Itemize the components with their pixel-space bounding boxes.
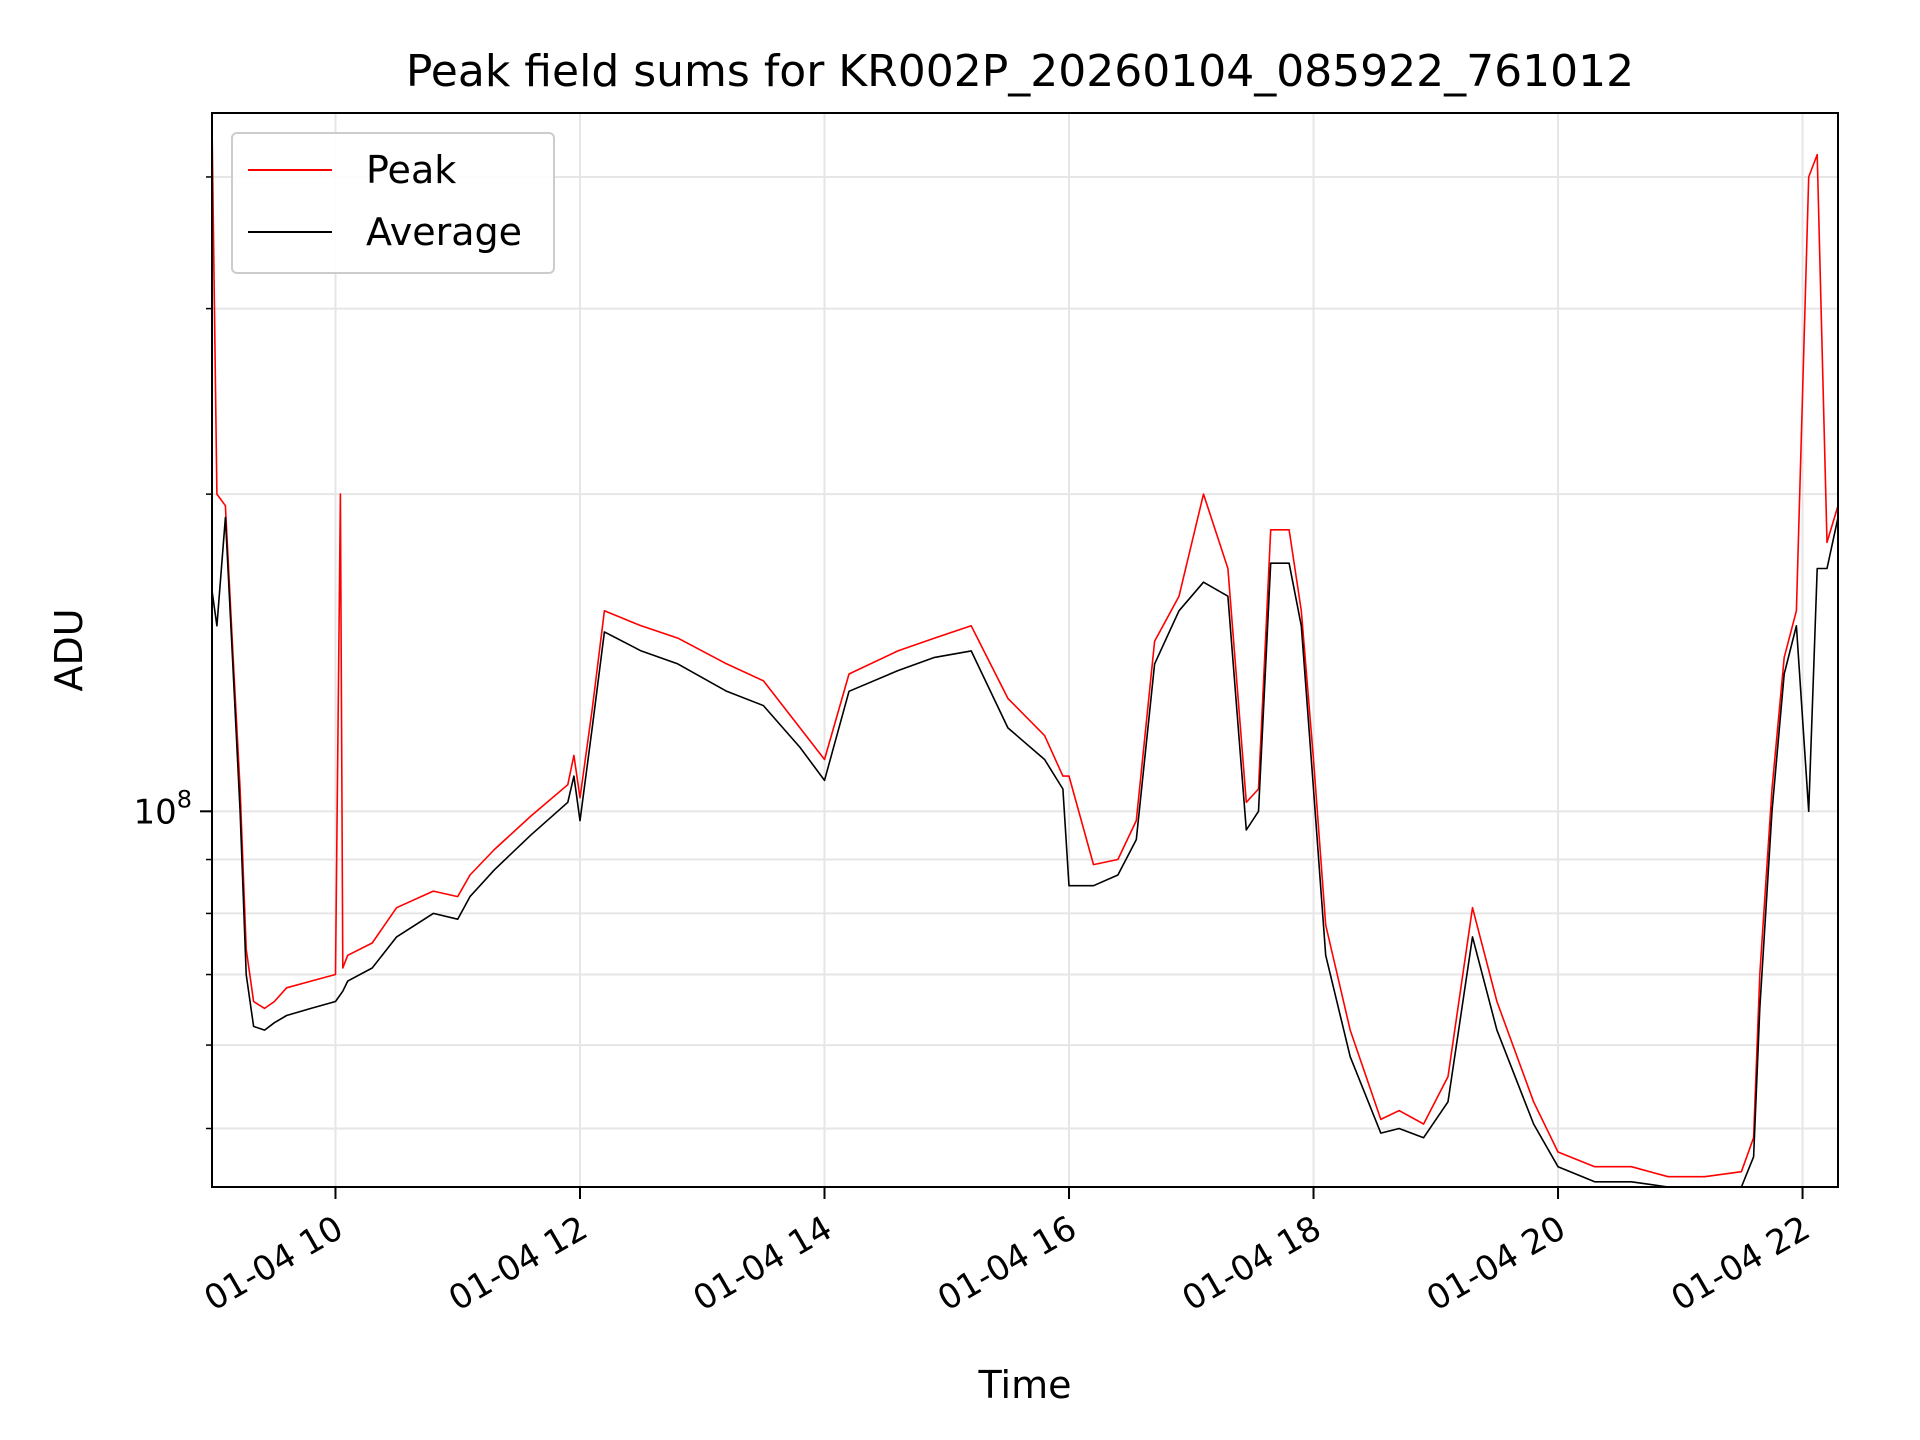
- legend: Peak Average: [231, 132, 555, 274]
- legend-label-average: Average: [366, 210, 522, 254]
- legend-box: [231, 132, 555, 274]
- y-tick-label: 108: [133, 785, 192, 832]
- grid: [212, 113, 1838, 1187]
- series-line-peak: [211, 123, 1839, 1178]
- plot-area: [211, 123, 1839, 1188]
- chart-title: Peak field sums for KR002P_20260104_0859…: [406, 46, 1634, 97]
- y-axis-label: ADU: [47, 608, 91, 691]
- series-line-average: [211, 516, 1839, 1188]
- legend-label-peak: Peak: [366, 148, 456, 192]
- plot-frame: [211, 112, 1839, 1188]
- x-axis-label: Time: [978, 1363, 1072, 1407]
